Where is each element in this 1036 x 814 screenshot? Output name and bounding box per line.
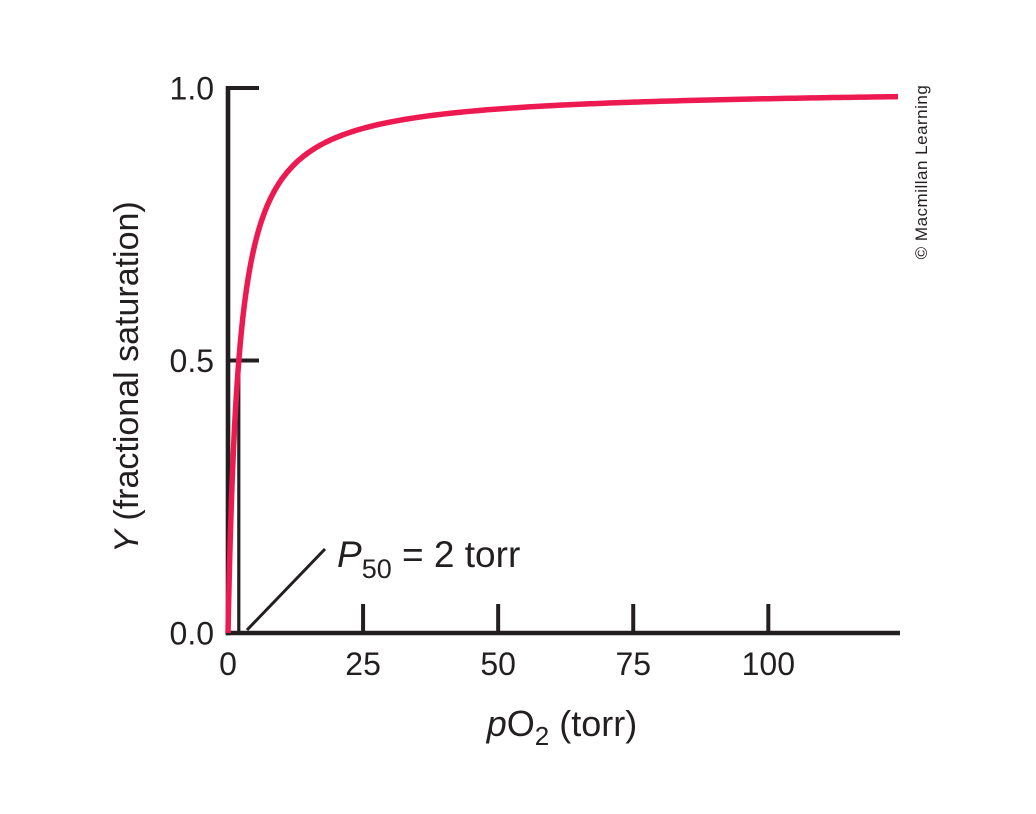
y-axis-label: Y (fractional saturation) xyxy=(108,201,146,553)
oxygen-binding-curve xyxy=(225,93,899,634)
x-tick-label: 75 xyxy=(615,646,651,682)
binding-curve xyxy=(225,93,899,634)
x-axis-label: pO2 (torr) xyxy=(486,703,638,751)
p50-annotation: P50 = 2 torr xyxy=(337,534,520,584)
x-axis-label-variable: p xyxy=(486,703,507,744)
x-axis-ticks: 0 25 50 75 100 xyxy=(219,604,795,682)
x-tick-label: 0 xyxy=(219,646,237,682)
p50-annotation-variable: P xyxy=(337,534,362,575)
x-tick-label: 100 xyxy=(742,646,795,682)
p50-annotation-value: = 2 torr xyxy=(392,534,521,575)
x-axis-label-units: (torr) xyxy=(549,703,637,744)
x-axis-label-subscript: 2 xyxy=(535,721,549,751)
y-tick-label: 0.0 xyxy=(170,616,214,652)
copyright-credit: © Macmillan Learning xyxy=(912,85,931,260)
x-tick-label: 25 xyxy=(345,646,381,682)
annotation-leader-line xyxy=(245,547,327,632)
y-tick-label: 0.5 xyxy=(170,343,214,379)
x-tick-label: 50 xyxy=(480,646,516,682)
x-axis-label-species: O xyxy=(507,703,535,744)
y-axis-label-text: (fractional saturation) xyxy=(108,201,146,530)
p50-annotation-subscript: 50 xyxy=(362,554,392,584)
y-axis-label-variable: Y xyxy=(108,528,146,553)
y-axis-ticks: 1.0 0.5 0.0 xyxy=(170,71,259,652)
y-tick-label: 1.0 xyxy=(170,71,214,107)
